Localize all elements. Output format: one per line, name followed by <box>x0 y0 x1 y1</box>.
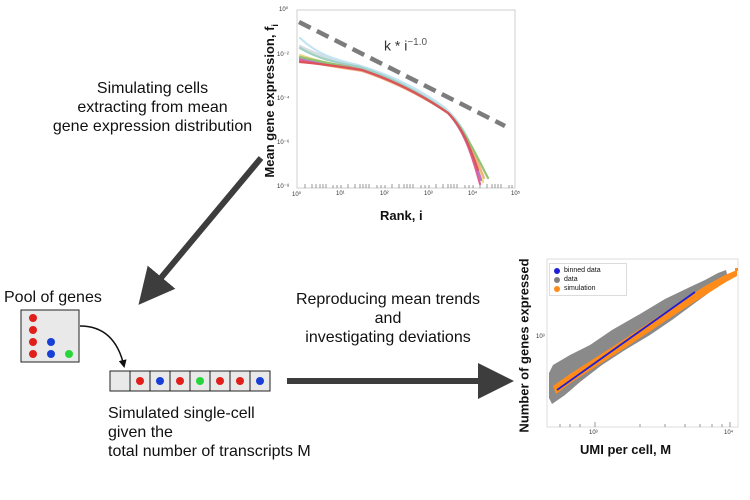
simulated-caption-line-1: Simulated single-cell <box>108 405 255 422</box>
rank-plot-annotation-exponent: −1.0 <box>407 37 428 48</box>
simulated-caption-line-3: total number of transcripts M <box>108 443 311 460</box>
umi-plot-x-ticks <box>559 422 731 427</box>
rank-plot-xtick-0: 10⁰ <box>292 192 302 198</box>
simulating-caption-line-3: gene expression distribution <box>52 118 253 135</box>
umi-plot-xlabel: UMI per cell, M <box>580 442 672 457</box>
rank-plot-ytick-2: 10⁻² <box>277 52 289 58</box>
rank-plot-annotation-base: k * i <box>384 37 408 54</box>
legend-binned-label: binned data <box>564 267 601 274</box>
legend-row-binned: binned data <box>554 266 622 275</box>
pool-to-cell-arrow <box>79 325 127 368</box>
cell-gene-blue-1 <box>156 377 164 385</box>
reproducing-caption-line-3: investigating deviations <box>305 329 471 346</box>
pool-of-genes-label: Pool of genes <box>4 289 102 306</box>
cell-gene-red-4 <box>236 377 244 385</box>
legend-data-swatch <box>554 276 560 283</box>
reproducing-caption-line-1: Reproducing mean trends <box>295 291 481 308</box>
umi-simulation-band <box>553 270 737 394</box>
rank-plot-xtick-3: 10³ <box>424 191 433 197</box>
rank-plot-xtick-4: 10⁴ <box>468 191 478 197</box>
pool-gene-red-2 <box>29 326 37 334</box>
cell-gene-red-1 <box>136 377 144 385</box>
umi-plot-legend: binned data data simulation <box>549 263 627 296</box>
pool-gene-blue-1 <box>47 338 55 346</box>
rank-plot-xtick-5: 10⁵ <box>511 191 521 197</box>
legend-simulation-swatch <box>554 285 560 292</box>
rank-plot-ytick-0: 10⁰ <box>279 7 289 13</box>
umi-binned-line <box>556 291 696 391</box>
rank-plot-annotation: k * i−1.0 <box>384 37 427 54</box>
cell-gene-green-1 <box>196 377 204 385</box>
umi-plot-xtick-1: 10⁴ <box>724 430 734 436</box>
reproducing-caption: Reproducing mean trends and investigatin… <box>268 290 508 347</box>
simulated-caption-line-2: given the <box>108 424 173 441</box>
cell-gene-red-2 <box>176 377 184 385</box>
rank-plot-ytick-4: 10⁻⁴ <box>277 96 290 102</box>
umi-plot-xtick-0: 10³ <box>589 430 598 436</box>
rank-plot-ytick-6: 10⁻⁶ <box>277 140 290 146</box>
rank-plot-xtick-1: 10¹ <box>336 191 345 197</box>
cell-gene-red-3 <box>216 377 224 385</box>
pool-gene-blue-2 <box>47 350 55 358</box>
legend-row-simulation: simulation <box>554 284 622 293</box>
legend-simulation-label: simulation <box>564 285 596 292</box>
umi-plot-ytick-0: 10³ <box>536 334 545 340</box>
pool-gene-green-1 <box>65 350 73 358</box>
pool-gene-red-1 <box>29 314 37 322</box>
simulating-caption-line-1: Simulating cells <box>96 80 209 97</box>
simulating-caption: Simulating cells extracting from mean ge… <box>40 79 265 136</box>
pool-gene-red-4 <box>29 350 37 358</box>
simulating-caption-line-2: extracting from mean <box>77 99 228 116</box>
rank-plot-ytick-8: 10⁻⁸ <box>277 184 290 190</box>
umi-simulation-outlier <box>735 268 738 271</box>
simulated-caption: Simulated single-cell given the total nu… <box>108 404 311 461</box>
reproducing-caption-line-2: and <box>374 310 402 327</box>
legend-row-data: data <box>554 275 622 284</box>
rank-plot-xlabel: Rank, i <box>380 208 423 223</box>
pool-gene-red-3 <box>29 338 37 346</box>
legend-data-label: data <box>564 276 578 283</box>
legend-binned-swatch <box>554 267 560 274</box>
rank-plot-xtick-2: 10² <box>380 191 389 197</box>
umi-plot-ylabel: Number of genes expressed <box>516 258 532 433</box>
cell-gene-blue-2 <box>256 377 264 385</box>
down-left-arrow <box>138 156 264 305</box>
